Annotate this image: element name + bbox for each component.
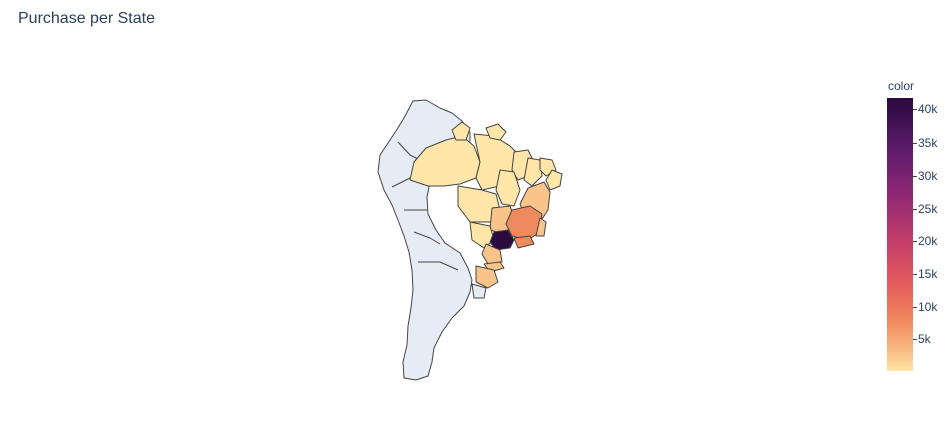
colorbar-tick-mark [913,339,917,340]
state-rio-de-janeiro[interactable] [513,235,535,249]
colorbar-tick-mark [913,241,917,242]
colorbar-tick-label: 15k [918,267,938,281]
colorbar-tick-label: 25k [918,202,938,216]
colorbar-tick-mark [913,176,917,177]
state-espirito-santo[interactable] [535,217,547,237]
colorbar-tick-label: 40k [918,102,938,116]
colorbar-tick-mark [913,109,917,110]
state-northeast-small[interactable] [545,169,563,191]
colorbar-title: color [888,79,915,93]
state-minas-gerais[interactable] [505,205,543,241]
colorbar-tick-mark [913,143,917,144]
state-roraima[interactable] [451,121,471,141]
chart-title: Purchase per State [18,10,155,27]
colorbar-tick-label: 30k [918,169,938,183]
state-mato-grosso-do-sul[interactable] [469,221,495,249]
state-rio-grande-do-sul[interactable] [475,265,499,289]
state-piaui[interactable] [523,157,543,187]
colorbar-tick-label: 20k [918,234,938,248]
colorbar [887,98,913,371]
colorbar-tick-mark [913,307,917,308]
colorbar-tick-mark [913,274,917,275]
colorbar-tick-label: 10k [918,300,938,314]
state-tocantins[interactable] [495,169,521,207]
state-sao-paulo[interactable] [489,229,515,251]
colorbar-tick-mark [913,209,917,210]
state-amapa[interactable] [485,123,507,141]
colorbar-tick-label: 5k [918,332,931,346]
colorbar-tick-label: 35k [918,136,938,150]
uruguay-land [471,283,487,299]
